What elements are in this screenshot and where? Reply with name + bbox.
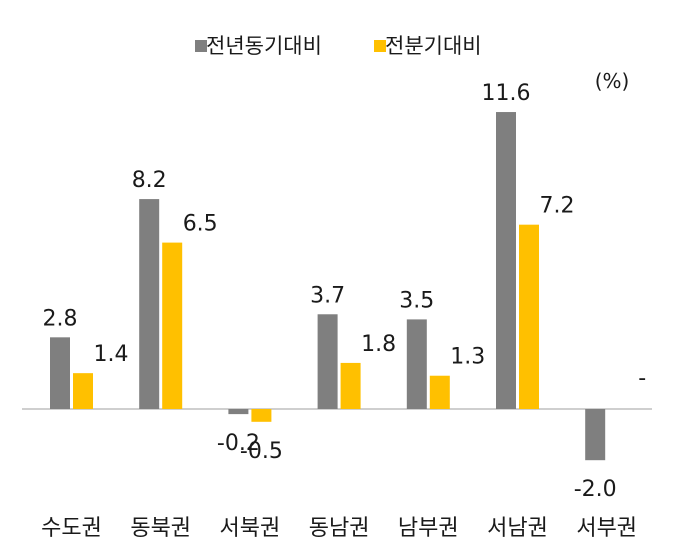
value-label-series2-4: 1.8 (361, 332, 396, 357)
bar-series1-1 (50, 337, 70, 409)
value-label-series2-2: 6.5 (183, 212, 218, 237)
legend-label-1: 전년동기대비 (206, 34, 322, 58)
category-label-5: 남부권 (398, 516, 459, 541)
category-label-4: 동남권 (309, 516, 370, 541)
legend-label-2: 전분기대비 (385, 34, 482, 58)
bar-series2-2 (162, 242, 183, 409)
bar-series2-1 (73, 373, 93, 409)
value-label-series1-4: 3.7 (310, 283, 345, 308)
category-label-6: 서남권 (487, 516, 548, 541)
bar-series2-4 (340, 362, 361, 409)
category-labels-group: 수도권 동북권 서북권 동남권 남부권 서남권 서부권 (41, 516, 637, 541)
value-label-series2-7: - (638, 366, 646, 391)
chart-legend: 전년동기대비 전분기대비 (195, 34, 482, 58)
bars-group (50, 112, 606, 461)
value-label-series1-5: 3.5 (399, 288, 434, 313)
value-label-series1-7: -2.0 (574, 477, 617, 502)
bar-series1-2 (139, 199, 160, 409)
value-label-series1-6: 11.6 (482, 81, 531, 106)
bar-series1-3 (228, 409, 249, 415)
category-label-7: 서부권 (576, 516, 637, 541)
legend-swatch-1 (195, 40, 207, 52)
value-labels-group: 2.8 8.2 -0.2 3.7 3.5 11.6 -2.0 1.4 6.5 -0.5 1.8 1.3… (43, 81, 647, 502)
value-label-series1-1: 2.8 (43, 306, 78, 331)
value-label-series1-2: 8.2 (132, 168, 167, 193)
category-label-3: 서북권 (220, 516, 281, 541)
unit-label: (%) (595, 69, 630, 93)
value-label-series2-1: 1.4 (94, 342, 129, 367)
bar-series2-6 (519, 224, 539, 409)
legend-swatch-2 (374, 40, 386, 52)
bar-series1-7 (585, 409, 606, 461)
value-label-series2-3: -0.5 (240, 439, 283, 464)
category-label-2: 동북권 (130, 516, 191, 541)
bar-series2-3 (251, 409, 272, 422)
value-label-series1-3: -0.2 (217, 431, 260, 456)
bar-series2-5 (429, 375, 450, 409)
bar-series1-6 (496, 112, 516, 409)
category-label-1: 수도권 (41, 516, 102, 541)
value-label-series2-6: 7.2 (540, 194, 575, 219)
value-label-series2-5: 1.3 (450, 345, 485, 370)
bar-series1-5 (406, 319, 427, 409)
bar-series1-4 (317, 314, 338, 409)
